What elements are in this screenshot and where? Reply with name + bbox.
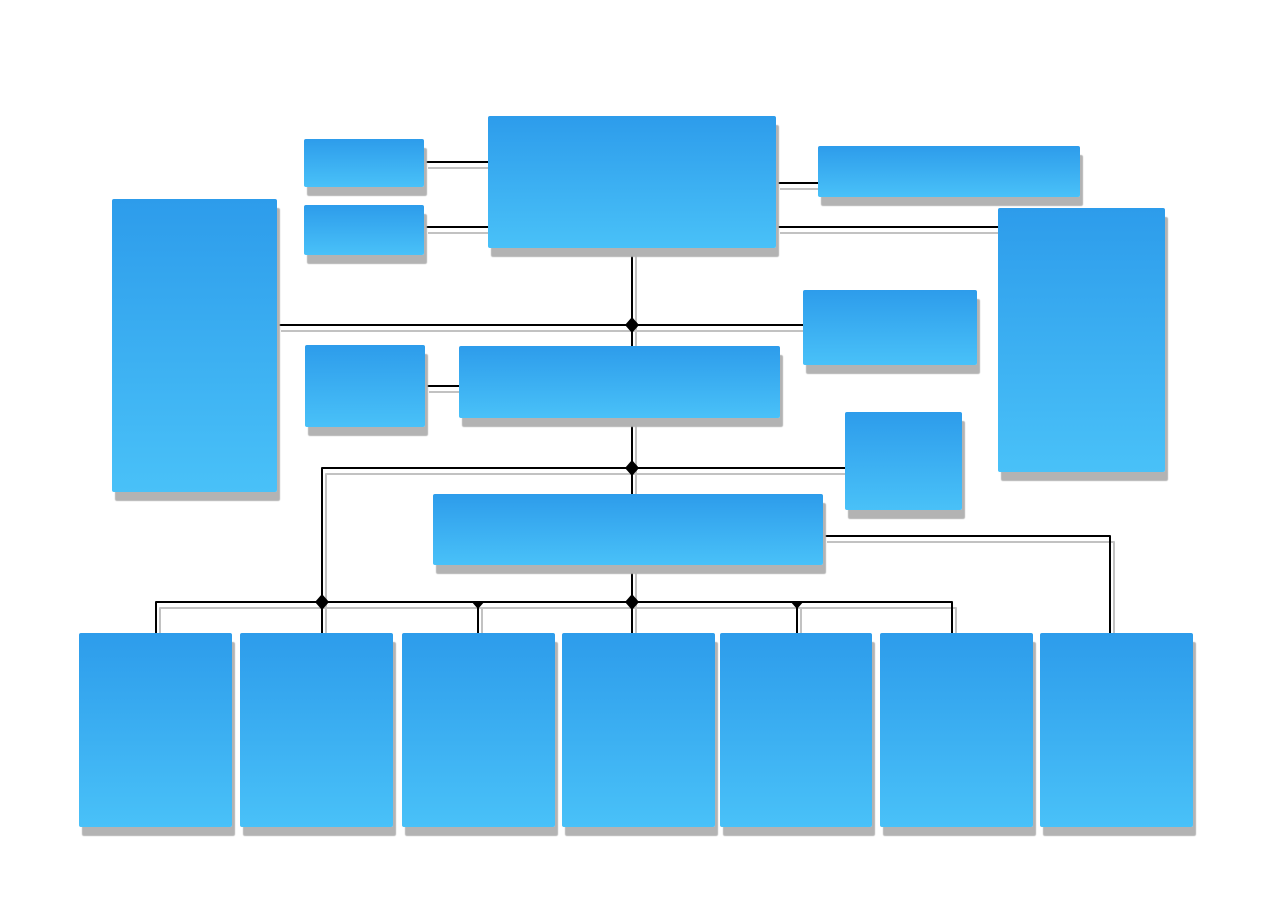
flowchart-node-top-center-large	[488, 116, 776, 248]
junction-632-468-icon	[625, 460, 639, 476]
flowchart-node-mid-right	[803, 290, 977, 365]
flowchart-node-bottom-2	[240, 633, 393, 827]
flowchart-node-small-right	[845, 412, 962, 510]
junction-322-602-icon	[315, 594, 329, 610]
flowchart-node-top-left-b	[304, 205, 424, 255]
connector-centerwide-hook-to-b7-shadow	[827, 541, 1115, 639]
flowchart-node-middle-wide	[459, 346, 780, 418]
flowchart-node-bottom-7	[1040, 633, 1193, 827]
flowchart-node-right-tall	[998, 208, 1165, 472]
connector-bus-468-shadow	[325, 473, 849, 639]
connector-bus-602-shadow	[159, 607, 957, 639]
flowchart-node-bottom-4	[562, 633, 715, 827]
junction-632-325-icon	[625, 317, 639, 333]
tee-797-602-icon	[790, 601, 804, 609]
connector-bus-468	[321, 467, 845, 633]
flowchart-node-mid-left-small	[305, 345, 425, 427]
flowchart-node-bottom-6	[880, 633, 1033, 827]
flowchart-node-center-wide	[433, 494, 823, 565]
flowchart-node-top-right-wide	[818, 146, 1080, 197]
junction-632-602-icon	[625, 594, 639, 610]
flowchart-node-bottom-5	[720, 633, 872, 827]
tee-478-602-icon	[471, 601, 485, 609]
flowchart-node-left-tall	[112, 199, 277, 492]
flowchart-node-bottom-3	[402, 633, 555, 827]
flowchart-node-bottom-1	[79, 633, 232, 827]
flowchart-node-top-left-a	[304, 139, 424, 187]
connector-bus-602	[155, 601, 953, 633]
connector-centerwide-hook-to-b7	[823, 535, 1111, 633]
